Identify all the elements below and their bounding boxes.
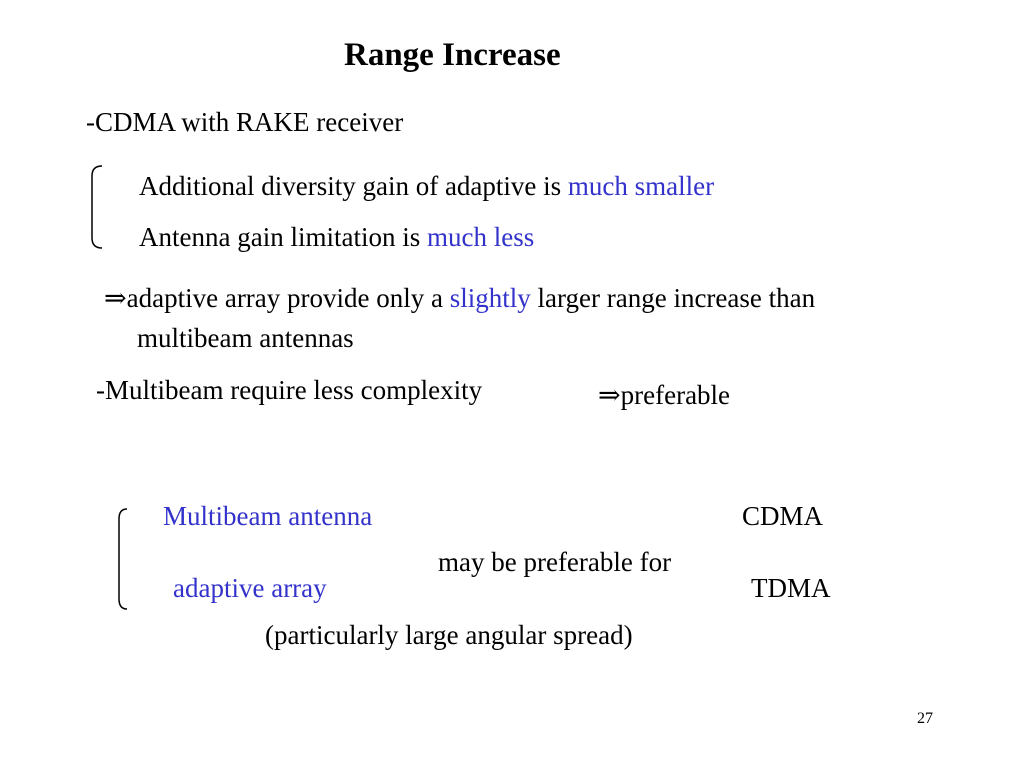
tdma-target: TDMA [751,573,831,603]
implication-text-after: larger range increase than [530,283,816,313]
much-less-highlight: much less [426,222,535,252]
implication-continuation: multibeam antennas [137,323,354,353]
left-bracket-icon [118,508,128,610]
angular-spread-note: (particularly large angular spread) [265,620,633,650]
implies-arrow-icon: ⇒ [598,380,621,410]
multibeam-complexity-line: -Multibeam require less complexity [96,375,483,405]
antenna-gain-text: Antenna gain limitation is [139,222,427,252]
slide-title: Range Increase [344,37,561,73]
page-number: 27 [917,710,933,727]
much-smaller-highlight: much smaller [567,171,715,201]
cdma-heading: -CDMA with RAKE receiver [86,107,404,137]
cdma-target: CDMA [742,501,824,531]
preferable-text: preferable [620,380,731,410]
multibeam-antenna-option: Multibeam antenna [163,501,373,531]
implication-line: ⇒adaptive array provide only a slightly … [104,285,815,312]
left-bracket-icon [91,165,103,249]
antenna-gain-line: Antenna gain limitation is much less [139,224,534,251]
slightly-highlight: slightly [449,283,531,313]
diversity-gain-text: Additional diversity gain of adaptive is [139,171,568,201]
preferable-connector: may be preferable for [438,547,672,577]
implies-arrow-icon: ⇒ [104,283,127,313]
adaptive-array-option: adaptive array [173,573,327,603]
implication-text-before: adaptive array provide only a [126,283,450,313]
preferable-conclusion: ⇒preferable [598,382,730,409]
diversity-gain-line: Additional diversity gain of adaptive is… [139,173,714,200]
